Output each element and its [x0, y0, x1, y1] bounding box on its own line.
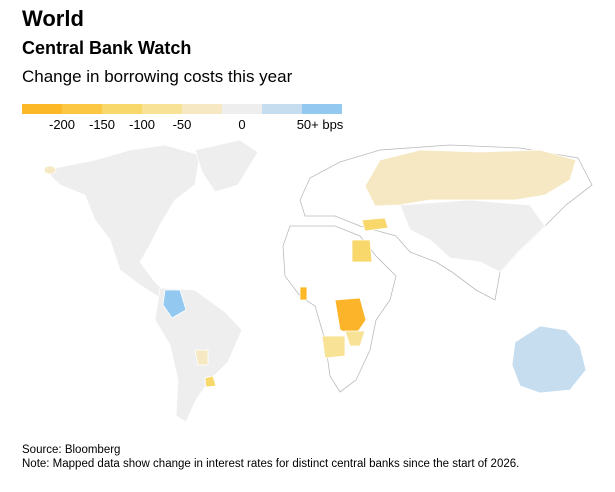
zambia	[344, 330, 366, 347]
north-america	[44, 144, 201, 299]
egypt	[351, 239, 373, 263]
colombia	[162, 289, 187, 319]
legend-bin	[182, 104, 222, 114]
legend-tick: -200	[48, 117, 76, 132]
turkey	[361, 217, 389, 232]
russia	[364, 149, 577, 207]
china-asia-region	[399, 199, 546, 273]
iceland	[43, 165, 57, 175]
legend-bin	[62, 104, 102, 114]
kicker: World	[22, 6, 84, 31]
color-legend	[22, 104, 342, 114]
legend-bin	[222, 104, 262, 114]
legend-tick: 50+ bps	[296, 117, 344, 132]
legend-bin	[22, 104, 62, 114]
legend-bin	[262, 104, 302, 114]
greenland	[194, 140, 259, 193]
australia	[511, 325, 587, 394]
uruguay	[204, 375, 217, 388]
legend-tick: -50	[172, 117, 192, 132]
legend-ticks: -200 -150 -100 -50 0 50+ bps	[0, 117, 615, 133]
methodology-note: Note: Mapped data show change in interes…	[22, 458, 520, 470]
legend-tick: 0	[238, 117, 246, 132]
ghana	[299, 286, 308, 301]
paraguay	[194, 349, 209, 366]
legend-bin	[102, 104, 142, 114]
legend-bin	[302, 104, 342, 114]
source-note: Source: Bloomberg	[22, 444, 121, 456]
dr-congo	[334, 297, 367, 337]
angola	[321, 335, 346, 359]
chart-title: Central Bank Watch	[22, 38, 192, 58]
legend-bin	[142, 104, 182, 114]
legend-tick: -100	[128, 117, 156, 132]
world-map	[43, 140, 593, 423]
footer: Source: Bloomberg Note: Mapped data show…	[22, 443, 519, 471]
chart-subtitle: Change in borrowing costs this year	[22, 67, 293, 86]
legend-tick: -150	[88, 117, 116, 132]
